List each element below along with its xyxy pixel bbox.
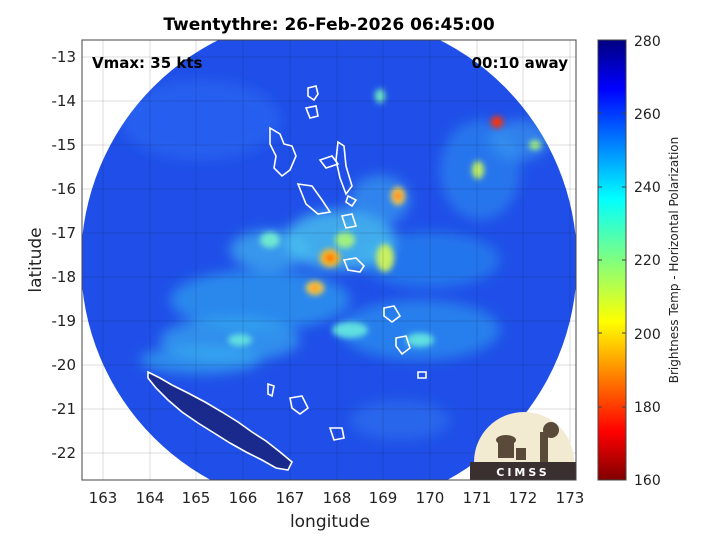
colorbar-tick-label: 200	[634, 327, 661, 343]
loyalty-islet-3	[328, 427, 345, 441]
epi-island	[345, 194, 358, 208]
y-tick-label: -21	[52, 400, 77, 418]
time-away-label: 00:10 away	[472, 54, 569, 72]
islet-east	[417, 371, 427, 379]
y-tick-label: -14	[52, 92, 77, 110]
espiritu-santo-island	[269, 126, 297, 178]
y-tick-label: -16	[52, 180, 77, 198]
colorbar-tick-label: 180	[634, 400, 661, 416]
cimss-logo: CIMSS	[470, 412, 576, 480]
y-tick-label: -19	[52, 312, 77, 330]
pentecost-island	[335, 140, 353, 196]
new-caledonia-island	[147, 370, 293, 471]
loyalty-islet-2	[289, 395, 310, 415]
x-tick-label: 172	[509, 489, 538, 507]
coastlines	[147, 85, 427, 471]
y-tick-label: -18	[52, 268, 77, 286]
colorbar-tick-label: 160	[634, 473, 661, 489]
x-tick-label: 168	[323, 489, 352, 507]
colorbar-tick-label: 240	[634, 180, 661, 196]
y-tick-label: -20	[52, 356, 77, 374]
colorbar-label: Brightness Temp - Horizontal Polarizatio…	[667, 137, 681, 384]
efate-island	[340, 213, 358, 229]
colorbar-tick-label: 280	[634, 34, 661, 50]
y-tick-labels: -13 -14 -15 -16 -17 -18 -19 -20 -21 -22	[52, 48, 77, 462]
colorbar-tick-label: 220	[634, 253, 661, 269]
x-tick-label: 167	[276, 489, 305, 507]
x-axis-label: longitude	[290, 512, 370, 532]
aneityum-island	[395, 335, 411, 356]
colorbar-tick-label: 260	[634, 107, 661, 123]
x-tick-label: 169	[369, 489, 398, 507]
x-tick-label: 173	[556, 489, 585, 507]
x-tick-labels: 163 164 165 166 167 168 169 170 171 172 …	[89, 489, 585, 507]
x-tick-label: 170	[416, 489, 445, 507]
loyalty-islet-1	[267, 382, 275, 398]
tanna-island	[383, 305, 402, 323]
x-tick-label: 164	[136, 489, 165, 507]
vmax-label: Vmax: 35 kts	[92, 54, 202, 72]
x-tick-label: 171	[463, 489, 492, 507]
colorbar-gradient	[597, 39, 627, 481]
x-tick-label: 165	[182, 489, 211, 507]
erromango-island	[342, 257, 366, 273]
axes-frame	[81, 39, 577, 481]
colorbar: 280 260 240 220 200 180 160 Brightness T…	[597, 34, 681, 489]
y-tick-label: -13	[52, 48, 77, 66]
y-tick-label: -15	[52, 136, 77, 154]
y-tick-label: -22	[52, 444, 77, 462]
x-tick-label: 163	[89, 489, 118, 507]
microwave-swath	[82, 40, 576, 480]
vanuatu-islet-1	[307, 85, 319, 102]
y-axis-label: latitude	[26, 227, 46, 292]
y-tick-label: -17	[52, 224, 77, 242]
plot-title: Twentythre: 26-Feb-2026 06:45:00	[163, 15, 494, 35]
gridlines	[82, 40, 576, 480]
malakula-island	[296, 183, 332, 215]
cimss-logo-text: CIMSS	[496, 466, 549, 479]
vanuatu-islet-2	[304, 105, 319, 119]
x-tick-label: 166	[229, 489, 258, 507]
plot-area: Vmax: 35 kts 00:10 away CIMSS	[82, 40, 576, 480]
ambae-island	[318, 155, 340, 169]
